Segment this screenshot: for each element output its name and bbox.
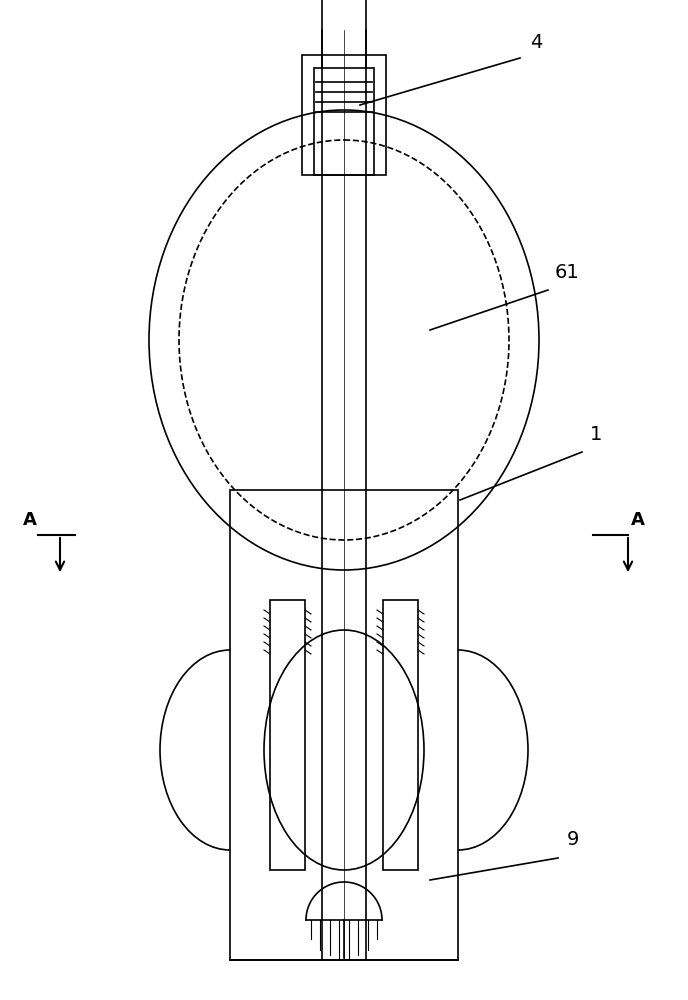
Bar (302, 55, 386, 175)
Text: A: A (23, 511, 37, 529)
Bar (230, 490, 458, 960)
Text: 61: 61 (555, 263, 580, 282)
Text: 1: 1 (590, 425, 603, 444)
Bar (314, 68, 374, 175)
Bar (270, 600, 305, 870)
Text: 9: 9 (567, 830, 579, 849)
Text: 4: 4 (530, 33, 542, 52)
Text: A: A (631, 511, 645, 529)
Bar (383, 600, 418, 870)
